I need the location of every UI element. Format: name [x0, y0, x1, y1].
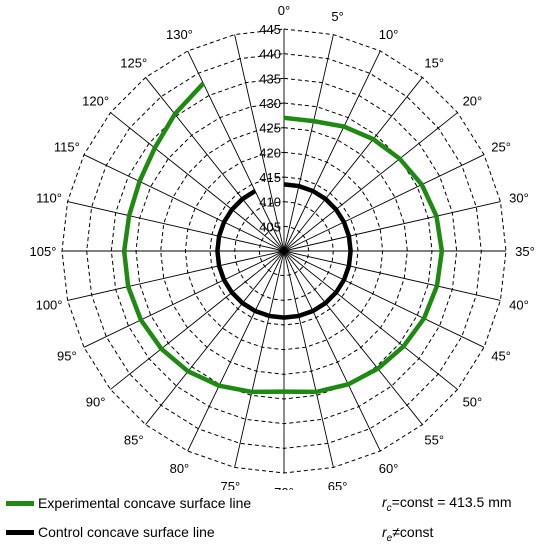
angle-tick-label: 45°	[491, 349, 511, 364]
angle-tick-label: 95°	[57, 349, 77, 364]
re-annotation: re≠const	[382, 524, 434, 544]
grid-spoke	[187, 250, 285, 452]
grid-spoke	[283, 154, 485, 252]
grid-spoke	[83, 154, 285, 252]
angle-tick-label: 65°	[328, 479, 348, 490]
polar-grid	[61, 28, 507, 474]
grid-ring	[184, 151, 384, 351]
rc-annotation: rc=const = 413.5 mm	[382, 494, 512, 514]
grid-spoke	[283, 250, 423, 425]
angle-tick-label: 70°	[274, 485, 294, 490]
grid-ring	[160, 127, 408, 375]
legend: Experimental concave surface line Contro…	[0, 490, 543, 550]
grid-spoke	[283, 250, 485, 348]
angle-tick-label: 55°	[424, 432, 444, 447]
grid-ring	[110, 77, 458, 425]
grid-ring	[135, 102, 433, 400]
grid-spoke	[283, 250, 458, 390]
grid-spoke	[283, 250, 501, 301]
angle-tick-label: 20°	[463, 94, 483, 109]
legend-swatch-control	[6, 529, 34, 535]
angle-tick-label: 125°	[120, 56, 147, 71]
angle-tick-label: 0°	[278, 3, 290, 18]
angle-tick-label: 75°	[221, 479, 241, 490]
grid-spoke	[145, 250, 285, 425]
series-layer	[121, 81, 445, 395]
grid-ring	[86, 53, 482, 449]
radial-tick-label: 435	[259, 71, 281, 86]
radial-tick-label: 410	[259, 195, 281, 210]
grid-ring	[258, 225, 310, 277]
angle-tick-label: 60°	[379, 461, 399, 476]
grid-spoke	[67, 201, 285, 252]
grid-spoke	[283, 34, 334, 252]
angle-tick-label: 15°	[424, 56, 444, 71]
grid-spoke	[145, 77, 285, 252]
angle-tick-label: 90°	[86, 394, 106, 409]
legend-item-control: Control concave surface line	[6, 524, 215, 540]
angle-tick-label: 130°	[166, 27, 193, 42]
radial-tick-label: 425	[259, 121, 281, 136]
grid-spoke	[83, 250, 285, 348]
angle-tick-label: 105°	[30, 244, 57, 259]
grid-spoke	[234, 34, 285, 252]
angle-tick-label: 120°	[82, 94, 109, 109]
angle-tick-label: 100°	[36, 298, 63, 313]
radial-tick-label: 440	[259, 47, 281, 62]
grid-spoke	[283, 250, 334, 468]
angle-tick-label: 50°	[463, 394, 483, 409]
grid-spoke	[283, 50, 381, 252]
polar-chart: 405 410 415 420 425 430 435 440 445 0° 5° 10° 15° 20°…	[30, 3, 535, 490]
angle-tick-label: 115°	[54, 139, 80, 154]
legend-swatch-experimental	[6, 500, 34, 506]
radial-tick-label: 420	[259, 145, 281, 160]
grid-spoke	[283, 201, 501, 252]
legend-label-experimental: Experimental concave surface line	[38, 495, 252, 511]
radial-tick-label: 430	[259, 96, 281, 111]
angle-tick-label: 5°	[331, 9, 343, 24]
legend-label-control: Control concave surface line	[38, 524, 215, 540]
grid-spoke	[110, 250, 285, 390]
grid-spoke	[283, 250, 381, 452]
grid-spoke	[283, 112, 458, 252]
grid-spoke	[234, 250, 285, 468]
angle-tick-label: 10°	[379, 27, 399, 42]
angle-tick-label: 110°	[36, 190, 62, 205]
experimental-line	[121, 81, 445, 395]
angle-tick-label: 80°	[170, 461, 190, 476]
angle-tick-label: 40°	[509, 298, 529, 313]
grid-ring	[209, 176, 359, 326]
radial-tick-label: 415	[259, 170, 281, 185]
angle-tick-label: 25°	[491, 139, 511, 154]
angle-tick-label: 85°	[124, 432, 144, 447]
legend-item-experimental: Experimental concave surface line	[6, 495, 251, 511]
angle-tick-label: 35°	[515, 244, 535, 259]
control-line	[215, 182, 353, 320]
grid-spoke	[283, 77, 423, 252]
radial-tick-label: 405	[259, 219, 281, 234]
radial-tick-label: 445	[259, 22, 281, 37]
label-layer: 405 410 415 420 425 430 435 440 445 0° 5° 10° 15° 20°…	[30, 3, 535, 490]
angle-tick-label: 30°	[509, 190, 529, 205]
grid-spoke	[110, 112, 285, 252]
grid-ring	[234, 201, 334, 301]
grid-spoke	[67, 250, 285, 301]
grid-ring	[61, 28, 507, 474]
